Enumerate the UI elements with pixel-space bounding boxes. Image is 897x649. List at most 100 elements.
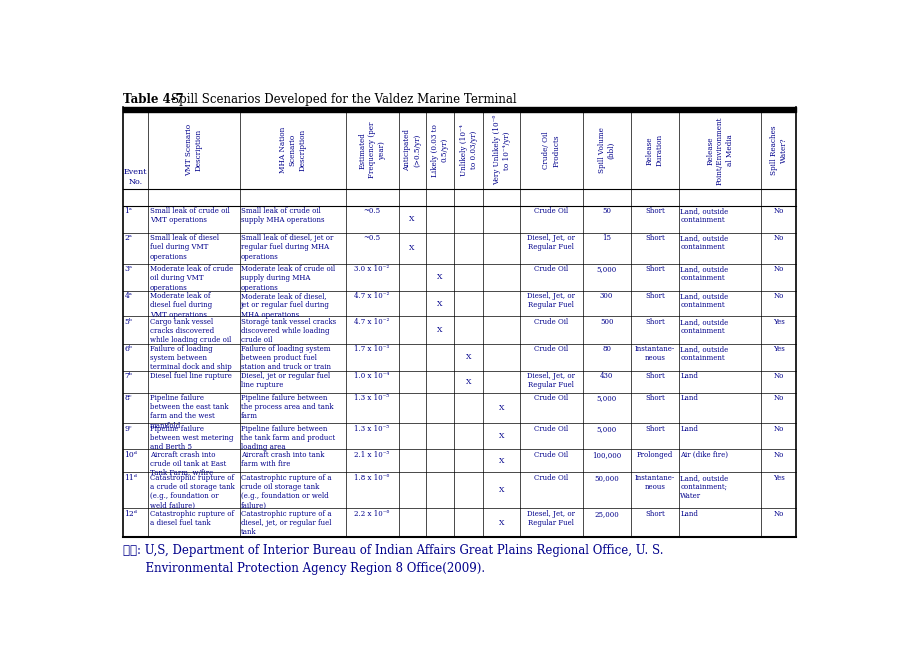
Text: 10ᵈ: 10ᵈ bbox=[125, 451, 137, 459]
Text: 100,000: 100,000 bbox=[592, 451, 622, 459]
Text: Crude Oil: Crude Oil bbox=[535, 318, 569, 326]
Text: Very Unlikely (10⁻⁶
to 10⁻⁴/yr): Very Unlikely (10⁻⁶ to 10⁻⁴/yr) bbox=[492, 115, 510, 186]
Text: No: No bbox=[773, 207, 784, 215]
Text: 25,000: 25,000 bbox=[595, 510, 619, 518]
Text: Release
Duration: Release Duration bbox=[646, 134, 664, 166]
Text: Land, outside
containment: Land, outside containment bbox=[681, 292, 728, 310]
Text: Short: Short bbox=[645, 372, 665, 380]
Text: Pipeline failure between
the process area and tank
farm: Pipeline failure between the process are… bbox=[241, 394, 334, 421]
Text: VMT Scenario
Description: VMT Scenario Description bbox=[185, 124, 203, 177]
Text: X: X bbox=[466, 353, 472, 361]
Text: Aircraft crash into
crude oil tank at East
Tank Farm, w/fire: Aircraft crash into crude oil tank at Ea… bbox=[150, 451, 226, 477]
Text: 1.7 x 10⁻³: 1.7 x 10⁻³ bbox=[354, 345, 389, 353]
Text: Crude Oil: Crude Oil bbox=[535, 207, 569, 215]
Text: 80: 80 bbox=[602, 345, 611, 353]
Text: X: X bbox=[437, 326, 442, 334]
Text: Likely (0.03 to
0.5/yr): Likely (0.03 to 0.5/yr) bbox=[431, 124, 448, 177]
Text: 1.0 x 10⁻⁴: 1.0 x 10⁻⁴ bbox=[354, 372, 389, 380]
Text: 1ᵃ: 1ᵃ bbox=[125, 207, 133, 215]
Text: 1.3 x 10⁻⁵: 1.3 x 10⁻⁵ bbox=[354, 425, 389, 433]
Text: Short: Short bbox=[645, 292, 665, 300]
Text: Land, outside
containment: Land, outside containment bbox=[681, 318, 728, 336]
Text: Land, outside
containment: Land, outside containment bbox=[681, 265, 728, 282]
Text: Diesel, jet or regular fuel
line rupture: Diesel, jet or regular fuel line rupture bbox=[241, 372, 330, 389]
Text: Land, outside
containment: Land, outside containment bbox=[681, 234, 728, 252]
Text: 5,000: 5,000 bbox=[597, 425, 617, 433]
Text: 300: 300 bbox=[600, 292, 614, 300]
Text: Anticipated
(>0.5/yr): Anticipated (>0.5/yr) bbox=[403, 129, 421, 171]
Text: X: X bbox=[437, 300, 442, 308]
Text: Yes: Yes bbox=[772, 318, 785, 326]
Text: Crude Oil: Crude Oil bbox=[535, 345, 569, 353]
Text: Short: Short bbox=[645, 207, 665, 215]
Text: X: X bbox=[466, 378, 472, 386]
Text: 5ᵇ: 5ᵇ bbox=[125, 318, 133, 326]
Text: Catastrophic rupture of
a crude oil storage tank
(e.g., foundation or
weld failu: Catastrophic rupture of a crude oil stor… bbox=[150, 474, 234, 509]
Text: 6ᵇ: 6ᵇ bbox=[125, 345, 133, 353]
Text: 4.7 x 10⁻²: 4.7 x 10⁻² bbox=[354, 318, 389, 326]
Text: Crude Oil: Crude Oil bbox=[535, 425, 569, 433]
Text: No: No bbox=[773, 394, 784, 402]
Text: Catastrophic rupture of a
diesel, jet, or regular fuel
tank: Catastrophic rupture of a diesel, jet, o… bbox=[241, 510, 332, 536]
Text: Pipeline failure
between west metering
and Berth 5: Pipeline failure between west metering a… bbox=[150, 425, 233, 451]
Text: Land, outside
containment;
Water: Land, outside containment; Water bbox=[681, 474, 728, 500]
Text: Failure of loading
system between
terminal dock and ship: Failure of loading system between termin… bbox=[150, 345, 231, 371]
Text: No: No bbox=[773, 265, 784, 273]
Text: No: No bbox=[773, 372, 784, 380]
Text: X: X bbox=[409, 244, 414, 252]
Text: Land: Land bbox=[681, 510, 699, 518]
Text: 50,000: 50,000 bbox=[595, 474, 619, 482]
Text: 50: 50 bbox=[602, 207, 611, 215]
Text: Failure of loading system
between product fuel
station and truck or train: Failure of loading system between produc… bbox=[241, 345, 331, 371]
Text: 5,000: 5,000 bbox=[597, 265, 617, 273]
Text: ~0.5: ~0.5 bbox=[363, 207, 380, 215]
Text: Short: Short bbox=[645, 394, 665, 402]
Text: Land, outside
containment: Land, outside containment bbox=[681, 345, 728, 362]
Text: X: X bbox=[499, 519, 504, 526]
Text: Moderate leak of diesel,
jet or regular fuel during
MHA operations: Moderate leak of diesel, jet or regular … bbox=[241, 292, 330, 319]
Text: Land, outside
containment: Land, outside containment bbox=[681, 207, 728, 225]
Text: Small leak of diesel, jet or
regular fuel during MHA
operations: Small leak of diesel, jet or regular fue… bbox=[241, 234, 334, 261]
Text: Small leak of crude oil
supply MHA operations: Small leak of crude oil supply MHA opera… bbox=[241, 207, 325, 225]
Text: Short: Short bbox=[645, 425, 665, 433]
Text: Release
Point/Environment
al Media: Release Point/Environment al Media bbox=[706, 116, 734, 184]
Text: Cargo tank vessel
cracks discovered
while loading crude oil: Cargo tank vessel cracks discovered whil… bbox=[150, 318, 231, 345]
Text: Short: Short bbox=[645, 234, 665, 242]
Text: 2.2 x 10⁻⁶: 2.2 x 10⁻⁶ bbox=[354, 510, 389, 518]
Text: Small leak of crude oil
VMT operations: Small leak of crude oil VMT operations bbox=[150, 207, 230, 225]
Text: 500: 500 bbox=[600, 318, 614, 326]
Text: Prolonged: Prolonged bbox=[637, 451, 673, 459]
Text: No: No bbox=[773, 292, 784, 300]
Text: 3ᵃ: 3ᵃ bbox=[125, 265, 133, 273]
Text: 4ᵃ: 4ᵃ bbox=[125, 292, 133, 300]
Text: Aircraft crash into tank
farm with fire: Aircraft crash into tank farm with fire bbox=[241, 451, 325, 468]
Text: Short: Short bbox=[645, 265, 665, 273]
Text: Diesel, Jet, or
Regular Fuel: Diesel, Jet, or Regular Fuel bbox=[527, 292, 575, 310]
Text: Storage tank vessel cracks
discovered while loading
crude oil: Storage tank vessel cracks discovered wh… bbox=[241, 318, 336, 345]
Text: Event
No.: Event No. bbox=[124, 169, 147, 186]
Text: Land: Land bbox=[681, 372, 699, 380]
Text: Moderate leak of
diesel fuel during
VMT operations: Moderate leak of diesel fuel during VMT … bbox=[150, 292, 212, 319]
Text: 2.1 x 10⁻⁵: 2.1 x 10⁻⁵ bbox=[354, 451, 389, 459]
Text: X: X bbox=[499, 457, 504, 465]
Text: 9ᶜ: 9ᶜ bbox=[125, 425, 132, 433]
Text: No: No bbox=[773, 425, 784, 433]
Text: 15: 15 bbox=[602, 234, 611, 242]
Text: 1.8 x 10⁻⁶: 1.8 x 10⁻⁶ bbox=[354, 474, 389, 482]
Text: Table 4-7: Table 4-7 bbox=[123, 93, 184, 106]
Text: Crude/ Oil
Products: Crude/ Oil Products bbox=[543, 132, 560, 169]
Text: Pipeline failure between
the tank farm and product
loading area: Pipeline failure between the tank farm a… bbox=[241, 425, 335, 451]
Text: 430: 430 bbox=[600, 372, 614, 380]
Text: Catastrophic rupture of a
crude oil storage tank
(e.g., foundation or weld
failu: Catastrophic rupture of a crude oil stor… bbox=[241, 474, 332, 509]
Text: Estimated
Frequency (per
year): Estimated Frequency (per year) bbox=[358, 122, 386, 178]
Text: 1.3 x 10⁻⁵: 1.3 x 10⁻⁵ bbox=[354, 394, 389, 402]
Text: ~0.5: ~0.5 bbox=[363, 234, 380, 242]
Text: No: No bbox=[773, 234, 784, 242]
Text: Small leak of diesel
fuel during VMT
operations: Small leak of diesel fuel during VMT ope… bbox=[150, 234, 219, 261]
Text: X: X bbox=[499, 432, 504, 440]
Text: Unlikely (10⁻⁴
to 0.03/yr): Unlikely (10⁻⁴ to 0.03/yr) bbox=[460, 125, 478, 176]
Text: Crude Oil: Crude Oil bbox=[535, 394, 569, 402]
Text: Land: Land bbox=[681, 394, 699, 402]
Text: 3.0 x 10⁻²: 3.0 x 10⁻² bbox=[354, 265, 389, 273]
Text: X: X bbox=[499, 486, 504, 495]
